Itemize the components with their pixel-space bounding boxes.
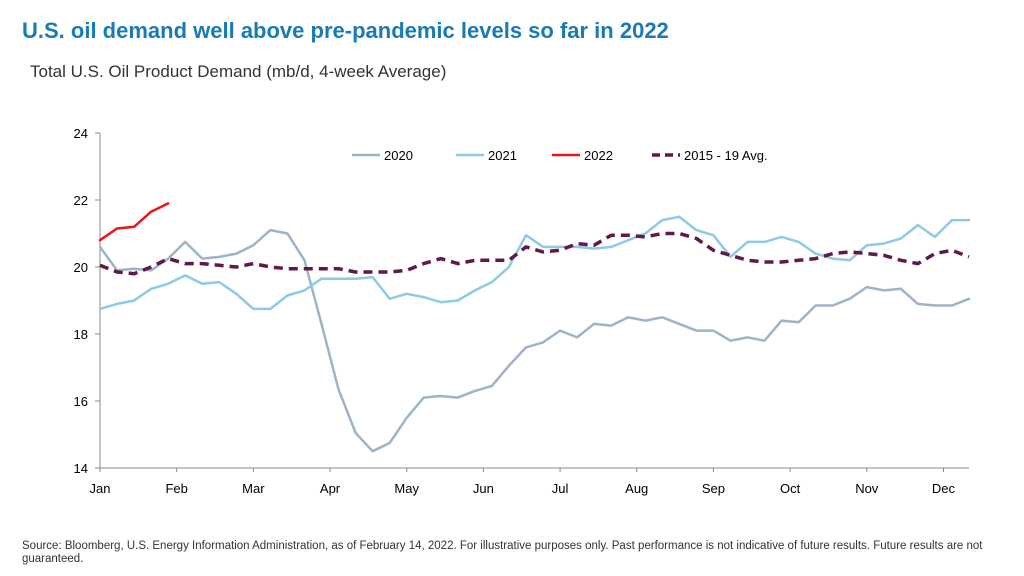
y-tick-label: 16 [74, 394, 88, 409]
series-line-2020 [98, 228, 971, 453]
y-tick-label: 24 [74, 126, 88, 141]
chart-series [98, 202, 971, 453]
y-tick-label: 18 [74, 327, 88, 342]
legend-label-2021: 2021 [488, 148, 517, 163]
chart-subtitle: Total U.S. Oil Product Demand (mb/d, 4-w… [30, 62, 447, 81]
legend-label-2015-19-avg: 2015 - 19 Avg. [684, 148, 768, 163]
chart-title: U.S. oil demand well above pre-pandemic … [22, 18, 669, 43]
series-line-2015-19-avg [99, 231, 970, 276]
x-tick-label: Sep [702, 481, 725, 496]
x-tick-label: Mar [242, 481, 265, 496]
x-tick-label: Aug [625, 481, 648, 496]
x-tick-label: May [394, 481, 419, 496]
chart-legend: 2020 2021 2022 2015 - 19 Avg. [352, 148, 768, 163]
y-tick-label: 20 [74, 260, 88, 275]
x-tick-label: Apr [320, 481, 341, 496]
source-footnote: Source: Bloomberg, U.S. Energy Informati… [22, 540, 983, 565]
x-tick-label: Oct [780, 481, 801, 496]
series-line-2022 [98, 202, 170, 242]
legend-label-2020: 2020 [384, 148, 413, 163]
x-tick-label: Jun [473, 481, 494, 496]
x-tick-label: Jul [552, 481, 569, 496]
legend-label-2022: 2022 [584, 148, 613, 163]
x-tick-label: Nov [855, 481, 879, 496]
x-tick-label: Dec [932, 481, 956, 496]
series-line-2021 [98, 215, 971, 311]
x-tick-label: Jan [90, 481, 111, 496]
y-tick-label: 22 [74, 193, 88, 208]
y-tick-label: 14 [74, 461, 88, 476]
x-tick-label: Feb [165, 481, 187, 496]
